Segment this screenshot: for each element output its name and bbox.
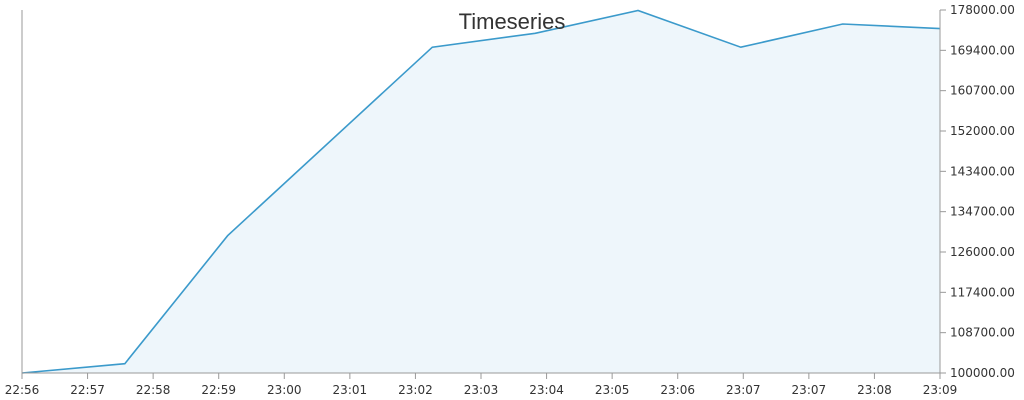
- x-tick-label: 23:03: [464, 383, 499, 397]
- x-tick-label: 23:09: [923, 383, 958, 397]
- y-tick-label: 178000.00: [950, 3, 1015, 17]
- x-tick-label: 23:02: [398, 383, 433, 397]
- y-tick-label: 100000.00: [950, 366, 1015, 380]
- y-tick-label: 126000.00: [950, 245, 1015, 259]
- y-tick-label: 160700.00: [950, 84, 1015, 98]
- x-tick-label: 23:06: [660, 383, 695, 397]
- x-tick-label: 23:07: [726, 383, 761, 397]
- series-area-fill: [22, 10, 940, 373]
- y-axis-ticks: 178000.00 169400.00 160700.00 152000.00 1434…: [940, 3, 1015, 380]
- y-tick-label: 169400.00: [950, 43, 1015, 57]
- series-line: [21, 9, 941, 374]
- x-tick-label: 23:00: [267, 383, 302, 397]
- x-tick-label: 23:01: [333, 383, 368, 397]
- x-tick-label: 23:04: [529, 383, 564, 397]
- x-tick-label: 23:07: [792, 383, 827, 397]
- y-tick-label: 152000.00: [950, 124, 1015, 138]
- x-tick-label: 22:57: [70, 383, 105, 397]
- chart-title: Timeseries: [459, 9, 566, 34]
- y-tick-label: 108700.00: [950, 326, 1015, 340]
- y-tick-label: 134700.00: [950, 205, 1015, 219]
- y-tick-label: 117400.00: [950, 285, 1015, 299]
- y-tick-label: 143400.00: [950, 164, 1015, 178]
- x-tick-label: 22:58: [136, 383, 171, 397]
- x-axis-ticks: 22:56 22:57 22:58 22:59 23:00 23:01 23:02 23:03…: [5, 373, 958, 397]
- x-tick-label: 22:56: [5, 383, 40, 397]
- x-tick-label: 23:08: [857, 383, 892, 397]
- x-tick-label: 23:05: [595, 383, 630, 397]
- plot-area: [21, 9, 941, 374]
- x-tick-label: 22:59: [201, 383, 236, 397]
